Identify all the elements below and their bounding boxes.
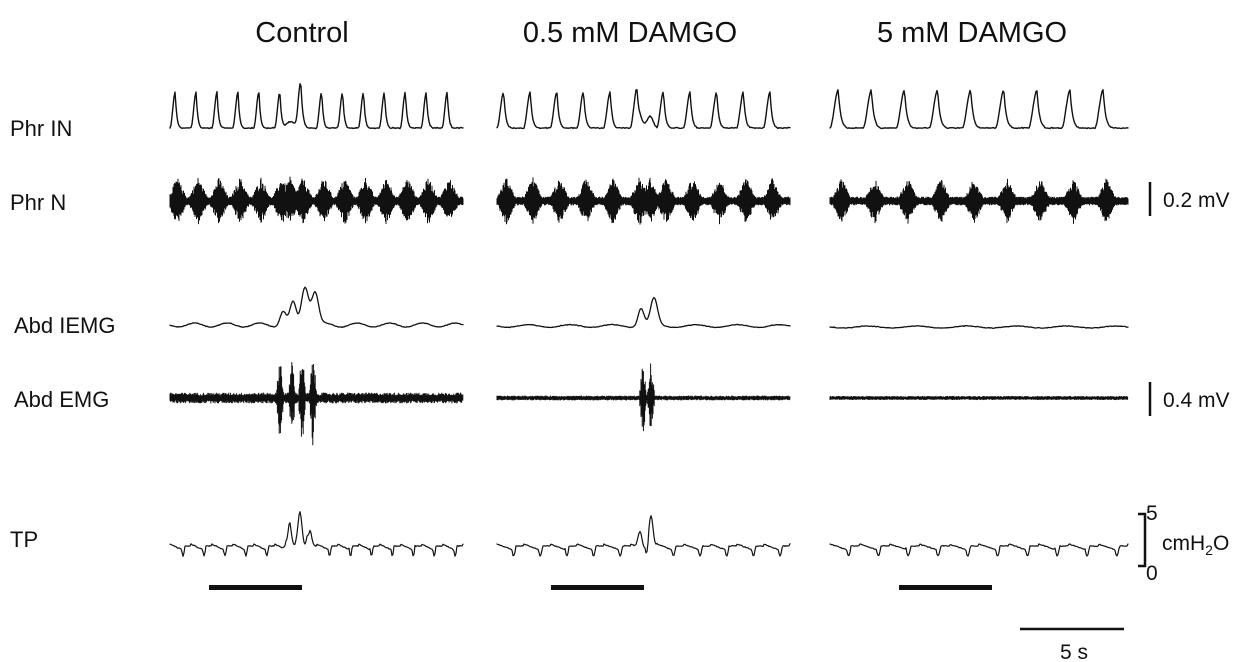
- time-scale-bar: 5 s: [1020, 627, 1124, 662]
- trace-control-abd-emg: [169, 362, 464, 446]
- trace-damgo-high-tp: [829, 543, 1129, 557]
- trace-damgo-high-phr-n: [829, 178, 1129, 224]
- stimulus-bar-damgo-low: [551, 585, 644, 590]
- scale-label-abd-emg: 0.4 mV: [1163, 389, 1230, 412]
- row-label-abd-emg: Abd EMG: [14, 387, 109, 412]
- trace-control-tp: [169, 511, 464, 557]
- damgo-low-traces: [496, 89, 791, 590]
- scale-label-phr-n: 0.2 mV: [1163, 189, 1230, 212]
- trace-damgo-low-phr-n: [496, 177, 791, 225]
- row-label-phr-n: Phr N: [10, 190, 66, 215]
- trace-damgo-low-abd-iemg: [496, 296, 791, 329]
- scale-label-tp-bottom: 0: [1146, 562, 1158, 585]
- damgo-high-traces: [829, 89, 1129, 590]
- stimulus-bar-control: [209, 585, 302, 590]
- control-traces: [169, 83, 464, 590]
- scale-label-tp-top: 5: [1146, 502, 1158, 525]
- scale-label-tp-unit: cmH2O: [1162, 532, 1229, 558]
- trace-control-abd-iemg: [169, 286, 464, 329]
- trace-damgo-high-phr-in: [829, 89, 1129, 130]
- trace-damgo-low-tp: [496, 515, 791, 557]
- column-title-control: Control: [255, 17, 349, 49]
- column-title-damgo-low: 0.5 mM DAMGO: [523, 17, 737, 49]
- trace-damgo-low-abd-emg: [496, 363, 791, 432]
- trace-damgo-high-abd-iemg: [829, 324, 1129, 330]
- scale-bar-tp: 5 0 cmH2O: [1138, 502, 1229, 585]
- scale-bar-phr-n: 0.2 mV: [1148, 182, 1230, 216]
- trace-damgo-low-phr-in: [496, 89, 791, 130]
- stimulus-bar-damgo-high: [899, 585, 992, 590]
- column-title-damgo-high: 5 mM DAMGO: [877, 17, 1067, 49]
- time-scale-label: 5 s: [1060, 641, 1088, 662]
- row-label-abd-iemg: Abd IEMG: [14, 313, 115, 338]
- trace-control-phr-in: [169, 83, 464, 130]
- scale-bar-abd-emg: 0.4 mV: [1148, 382, 1230, 416]
- row-label-tp: TP: [10, 527, 38, 552]
- trace-damgo-high-abd-emg: [829, 395, 1129, 401]
- row-label-phr-in: Phr IN: [10, 116, 72, 141]
- trace-control-phr-n: [169, 176, 464, 225]
